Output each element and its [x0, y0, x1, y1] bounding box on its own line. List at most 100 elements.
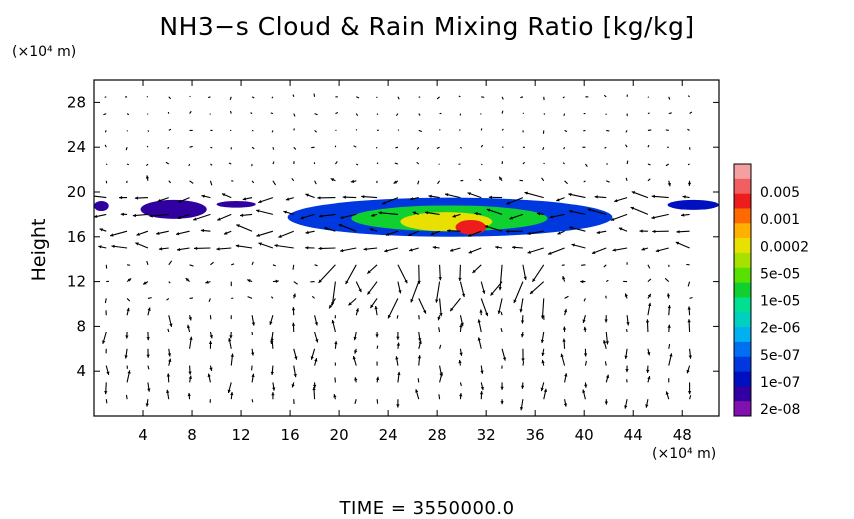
- colorbar-label: 1e-07: [760, 375, 800, 391]
- y-tick-label: 24: [67, 138, 86, 156]
- vector-arrowhead: [157, 198, 162, 203]
- vector-arrow: [480, 113, 482, 115]
- vector-arrow: [647, 96, 650, 98]
- vector-arrow: [165, 161, 170, 165]
- colorbar-swatch: [734, 252, 751, 269]
- vector-arrowhead: [412, 211, 417, 215]
- vector-arrowhead: [315, 339, 319, 343]
- vector-arrowhead: [230, 391, 234, 396]
- vector-arrowhead: [563, 403, 568, 407]
- vector-arrow: [313, 93, 316, 97]
- vector-arrowhead: [647, 293, 651, 298]
- vector-arrowhead: [398, 290, 402, 294]
- vector-arrowhead: [603, 340, 607, 344]
- y-tick-label: 8: [76, 317, 86, 335]
- vector-arrowhead: [319, 214, 323, 218]
- vector-arrowhead: [562, 276, 566, 280]
- vector-arrowhead: [439, 313, 443, 317]
- vector-arrowhead: [363, 247, 367, 251]
- vector-arrowhead: [688, 355, 692, 359]
- vector-arrowhead: [647, 352, 651, 356]
- vector-arrowhead: [209, 367, 213, 371]
- vector-arrow: [147, 130, 150, 132]
- vector-arrowhead: [201, 194, 205, 198]
- vector-arrowhead: [502, 357, 507, 361]
- vector-arrowhead: [587, 208, 591, 212]
- vector-arrowhead: [562, 338, 566, 342]
- vector-arrow: [378, 212, 398, 215]
- vector-arrowhead: [612, 248, 616, 252]
- vector-arrowhead: [187, 392, 191, 397]
- vector-arrowhead: [104, 391, 108, 395]
- vector-arrowhead: [242, 197, 247, 201]
- vector-arrowhead: [136, 232, 140, 236]
- vector-arrowhead: [618, 227, 623, 231]
- vector-arrowhead: [367, 270, 371, 274]
- vector-arrowhead: [625, 369, 629, 373]
- vector-arrow: [356, 96, 360, 99]
- vector-arrowhead: [506, 201, 510, 205]
- vector-arrow: [376, 113, 379, 115]
- vector-arrowhead: [519, 309, 523, 313]
- vector-arrow: [604, 146, 607, 149]
- vector-arrow: [149, 213, 169, 217]
- x-tick-label: 36: [526, 426, 545, 444]
- vector-arrowhead: [305, 230, 309, 235]
- y-tick-label: 16: [67, 228, 86, 246]
- vector-arrowhead: [605, 341, 609, 345]
- x-tick-label: 44: [624, 426, 643, 444]
- vector-arrowhead: [291, 307, 296, 311]
- vector-arrowhead: [120, 212, 124, 216]
- vector-arrow: [529, 281, 545, 295]
- vector-arrowhead: [646, 369, 650, 373]
- vector-arrowhead: [676, 230, 680, 234]
- vector-arrowhead: [90, 194, 93, 197]
- vector-arrow: [168, 180, 172, 184]
- cloud-band: [455, 220, 487, 235]
- vector-arrowhead: [430, 232, 435, 236]
- vector-arrowhead: [415, 389, 419, 393]
- vector-arrowhead: [274, 244, 278, 248]
- vector-arrow: [103, 113, 107, 116]
- vector-arrowhead: [571, 243, 575, 247]
- vector-arrow: [689, 296, 693, 299]
- vector-arrow: [668, 96, 671, 100]
- vector-arrowhead: [486, 208, 491, 212]
- vector-arrowhead: [582, 319, 586, 323]
- vector-arrowhead: [540, 339, 545, 343]
- vector-arrowhead: [329, 304, 333, 309]
- vector-arrowhead: [665, 391, 669, 395]
- vector-arrowhead: [200, 228, 205, 233]
- vector-arrow: [125, 394, 128, 400]
- vector-arrowhead: [404, 279, 408, 284]
- vector-arrow: [480, 144, 484, 148]
- vector-arrowhead: [294, 356, 298, 360]
- x-tick-label: 32: [477, 426, 496, 444]
- vector-arrow: [274, 244, 294, 249]
- vector-arrow: [396, 315, 399, 319]
- vector-arrow: [314, 113, 318, 116]
- colorbar-label: 5e-05: [760, 266, 800, 282]
- vector-arrowhead: [410, 298, 414, 303]
- vector-arrowhead: [582, 389, 586, 393]
- vector-arrow: [210, 146, 213, 149]
- x-tick-label: 48: [673, 426, 692, 444]
- vector-arrowhead: [312, 386, 316, 391]
- vector-arrow: [251, 261, 254, 266]
- vector-arrowhead: [495, 245, 499, 250]
- vector-arrow: [104, 130, 107, 133]
- vector-arrowhead: [424, 211, 429, 215]
- vector-arrowhead: [291, 384, 295, 388]
- vector-arrowhead: [541, 352, 545, 357]
- vector-arrowhead: [305, 193, 309, 197]
- vector-arrowhead: [324, 226, 328, 231]
- vector-arrow: [439, 344, 442, 349]
- vector-arrowhead: [143, 281, 147, 285]
- colorbar-frame: [733, 163, 752, 417]
- vector-arrowhead: [645, 404, 649, 408]
- vector-arrow: [271, 130, 274, 133]
- vector-arrowhead: [397, 371, 401, 376]
- vector-arrow: [606, 129, 610, 132]
- vector-arrow: [647, 144, 650, 148]
- plot-frame: [93, 79, 720, 417]
